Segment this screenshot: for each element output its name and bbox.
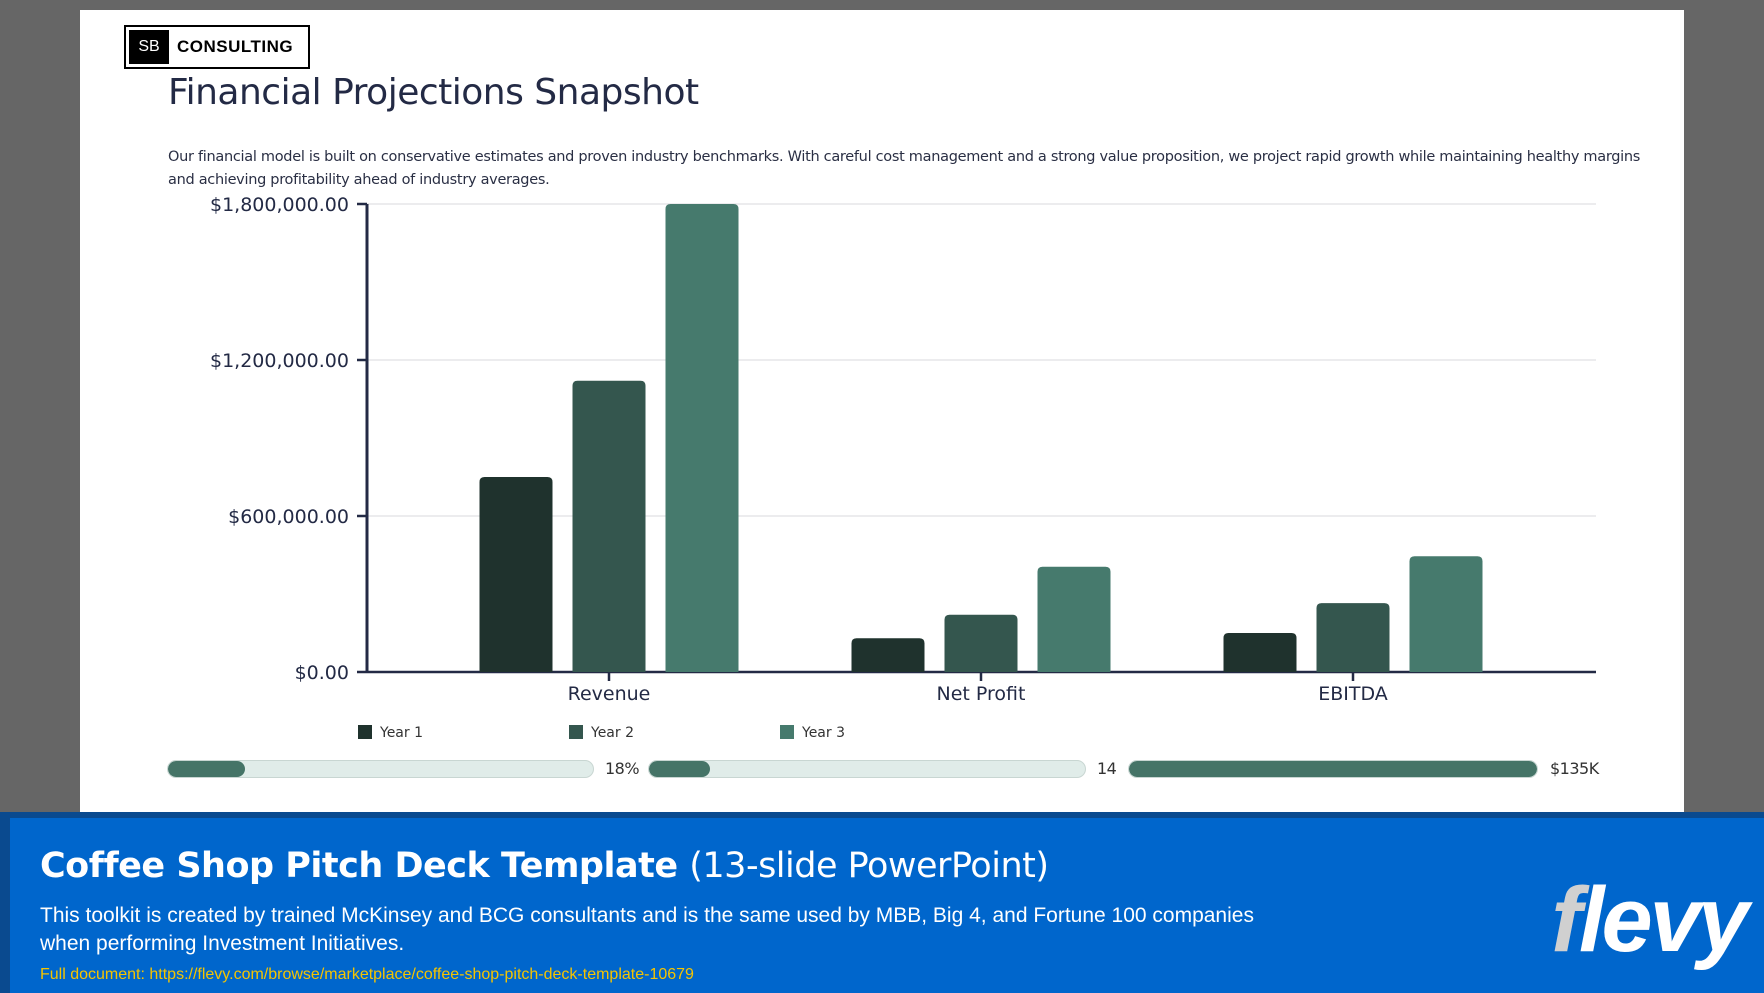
bar-ebitda-year-2 [1316, 603, 1390, 672]
bar-net-profit-year-3 [1037, 566, 1111, 672]
legend-swatch [569, 725, 583, 739]
legend-swatch [780, 725, 794, 739]
x-tick-label: Revenue [568, 683, 651, 705]
bar-net-profit-year-1 [851, 638, 925, 672]
flevy-logo-f: f [1551, 869, 1582, 971]
slide: SB CONSULTING Financial Projections Snap… [80, 10, 1684, 820]
description: Our financial model is built on conserva… [168, 149, 1641, 188]
y-tick-label: $0.00 [295, 662, 349, 684]
progress-bar [648, 760, 1086, 778]
flevy-logo: flevy [1551, 868, 1749, 973]
progress-bar [167, 760, 594, 778]
banner-subtitle: (13-slide PowerPoint) [689, 846, 1049, 886]
bar-ebitda-year-1 [1223, 633, 1297, 672]
bar-net-profit-year-2 [944, 614, 1018, 672]
legend-label: Year 1 [379, 725, 423, 741]
progress-fill [1129, 761, 1537, 777]
bar-ebitda-year-3 [1409, 556, 1483, 672]
y-tick-label: $1,200,000.00 [210, 350, 349, 372]
metric-value: 18% [605, 759, 640, 778]
bar-revenue-year-3 [665, 204, 739, 672]
metric-value: 14 [1097, 759, 1117, 778]
bar-chart: $0.00 $600,000.00 $1,200,000.00 $1,800,000.… [210, 194, 1596, 741]
y-tick-label: $1,800,000.00 [210, 194, 349, 216]
progress-fill [168, 761, 245, 777]
document-link[interactable]: Full document: https://flevy.com/browse/… [40, 966, 694, 983]
flevy-logo-rest: levy [1578, 869, 1749, 971]
logo: SB CONSULTING [124, 25, 310, 69]
x-tick-label: EBITDA [1318, 683, 1388, 705]
banner-title-text: Coffee Shop Pitch Deck Template [40, 846, 678, 886]
legend-swatch [358, 725, 372, 739]
banner-description: This toolkit is created by trained McKin… [40, 904, 1254, 955]
y-tick-label: $600,000.00 [228, 506, 349, 528]
legend-label: Year 2 [590, 725, 634, 741]
bar-revenue-year-1 [479, 477, 553, 672]
promo-banner: Coffee Shop Pitch Deck Template (13-slid… [0, 812, 1764, 993]
banner-title: Coffee Shop Pitch Deck Template (13-slid… [40, 846, 1049, 886]
page-title: Financial Projections Snapshot [168, 72, 699, 113]
logo-name: CONSULTING [177, 37, 294, 56]
progress-bar [1128, 760, 1538, 778]
progress-fill [649, 761, 711, 777]
metric-value: $135K [1550, 759, 1599, 778]
legend-label: Year 3 [801, 725, 845, 741]
logo-mark: SB [129, 30, 169, 64]
bar-revenue-year-2 [572, 380, 646, 672]
x-tick-label: Net Profit [937, 683, 1026, 705]
